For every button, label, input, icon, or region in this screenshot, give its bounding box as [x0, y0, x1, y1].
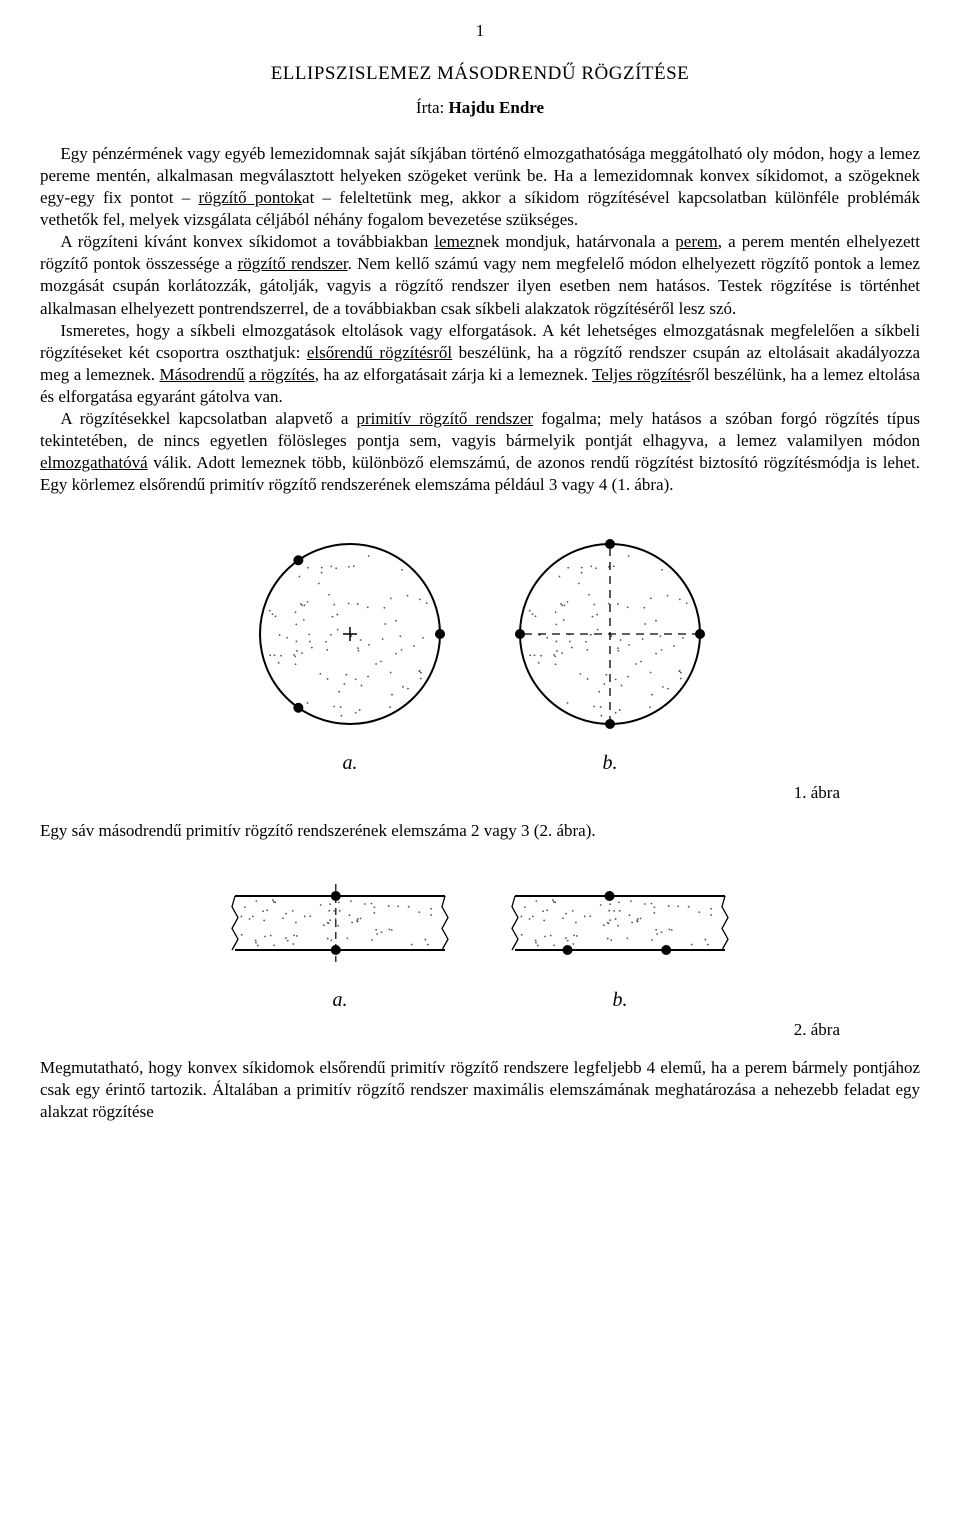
- author-prefix: Írta:: [416, 98, 449, 117]
- paragraph-3: Ismeretes, hogy a síkbeli elmozgatások e…: [40, 320, 920, 408]
- text: A rögzíteni kívánt konvex síkidomot a to…: [60, 232, 434, 251]
- underline: Teljes rögzítés: [592, 365, 691, 384]
- author-name: Hajdu Endre: [449, 98, 545, 117]
- underline: perem: [675, 232, 717, 251]
- figure-2-caption: 2. ábra: [40, 1019, 840, 1041]
- sublabel-a: a.: [220, 987, 460, 1013]
- figure-1b: b.: [500, 524, 720, 776]
- underline: rögzítő pontok: [198, 188, 302, 207]
- text: nek mondjuk, határvonala a: [475, 232, 675, 251]
- strip-diagram-a: [220, 871, 460, 981]
- underline: Másodrendű: [159, 365, 244, 384]
- sublabel-b: b.: [500, 750, 720, 776]
- figure-1: a. b.: [40, 524, 920, 776]
- underline: lemez: [434, 232, 475, 251]
- title: ELLIPSZISLEMEZ MÁSODRENDŰ RÖGZÍTÉSE: [40, 62, 920, 87]
- figure-1-caption: 1. ábra: [40, 782, 840, 804]
- figure-2a: a.: [220, 871, 460, 1013]
- strip-diagram-b: [500, 871, 740, 981]
- paragraph-5: Egy sáv másodrendű primitív rögzítő rend…: [40, 820, 920, 842]
- underline: primitív rögzítő rendszer: [356, 409, 533, 428]
- paragraph-4: A rögzítésekkel kapcsolatban alapvető a …: [40, 408, 920, 496]
- sublabel-a: a.: [240, 750, 460, 776]
- underline: elmozgathatóvá: [40, 453, 148, 472]
- underline: rögzítő rendszer: [238, 254, 348, 273]
- circle-diagram-a: [240, 524, 460, 744]
- text: válik. Adott lemeznek több, különböző el…: [40, 453, 920, 494]
- figure-2: a. b.: [40, 871, 920, 1013]
- author-line: Írta: Hajdu Endre: [40, 97, 920, 119]
- sublabel-b: b.: [500, 987, 740, 1013]
- underline: a rögzítés: [249, 365, 315, 384]
- underline: elsőrendű rögzítésről: [307, 343, 452, 362]
- paragraph-2: A rögzíteni kívánt konvex síkidomot a to…: [40, 231, 920, 319]
- circle-diagram-b: [500, 524, 720, 744]
- text: , ha az elforgatásait zárja ki a lemezne…: [315, 365, 592, 384]
- text: A rögzítésekkel kapcsolatban alapvető a: [60, 409, 356, 428]
- figure-1a: a.: [240, 524, 460, 776]
- paragraph-6: Megmutatható, hogy konvex síkidomok első…: [40, 1057, 920, 1123]
- figure-2b: b.: [500, 871, 740, 1013]
- page-number: 1: [40, 20, 920, 42]
- paragraph-1: Egy pénzérmének vagy egyéb lemezidomnak …: [40, 143, 920, 231]
